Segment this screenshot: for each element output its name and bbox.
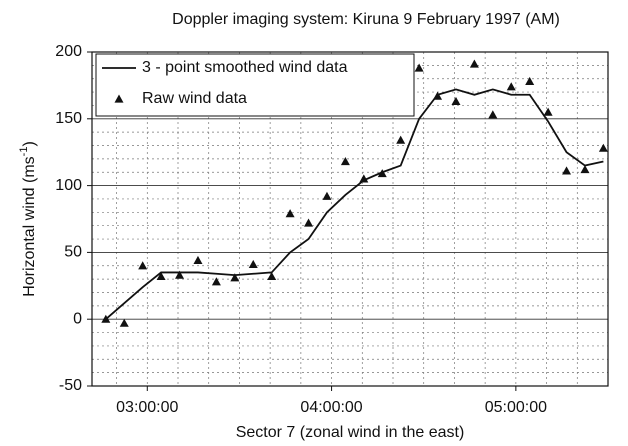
y-tick-label: 0	[73, 310, 82, 327]
raw-point	[451, 96, 461, 106]
y-tick-label: 200	[55, 43, 82, 60]
legend-triangle	[114, 94, 124, 103]
raw-point	[340, 157, 350, 166]
x-tick-label: 03:00:00	[116, 399, 178, 416]
raw-point	[488, 110, 498, 119]
raw-point	[211, 277, 221, 286]
y-axis-label-main: Horizontal wind (ms	[21, 156, 38, 296]
y-axis-label-exponent: -1	[18, 147, 30, 157]
raw-point	[304, 218, 314, 227]
raw-point	[248, 259, 258, 269]
x-tick-label: 05:00:00	[485, 399, 547, 416]
raw-point	[359, 174, 369, 183]
legend-box	[95, 53, 415, 117]
smoothed-line	[105, 88, 604, 320]
raw-point	[396, 135, 406, 144]
raw-point	[433, 91, 443, 100]
raw-point	[506, 82, 516, 91]
raw-point	[598, 143, 608, 152]
chart-title: Doppler imaging system: Kiruna 9 Februar…	[172, 11, 560, 28]
raw-point	[414, 63, 424, 72]
plot-frame	[91, 51, 609, 387]
y-tick-label: 50	[64, 244, 82, 261]
raw-point	[322, 191, 332, 200]
y-axis-label-end: )	[21, 141, 38, 146]
y-tick-label: 100	[55, 177, 82, 194]
x-axis-label: Sector 7 (zonal wind in the east)	[236, 424, 465, 441]
legend-label: 3 - point smoothed wind data	[142, 59, 348, 76]
raw-point	[230, 273, 240, 282]
raw-point	[193, 255, 203, 265]
raw-point	[562, 166, 572, 175]
raw-point	[101, 314, 111, 323]
raw-point	[469, 59, 479, 68]
raw-point	[119, 318, 129, 327]
y-tick-label: -50	[59, 377, 82, 394]
raw-point	[377, 169, 387, 178]
raw-point	[156, 271, 166, 281]
y-tick-label: 150	[55, 110, 82, 127]
x-tick-label: 04:00:00	[300, 399, 362, 416]
raw-point	[267, 271, 277, 281]
raw-point	[525, 76, 535, 85]
legend-label: Raw wind data	[142, 90, 247, 107]
raw-point	[175, 270, 185, 279]
raw-point	[285, 209, 295, 218]
y-axis-label: Horizontal wind (ms-1)	[18, 141, 38, 297]
raw-point	[138, 261, 148, 270]
raw-point	[543, 107, 553, 116]
raw-point	[580, 165, 590, 174]
